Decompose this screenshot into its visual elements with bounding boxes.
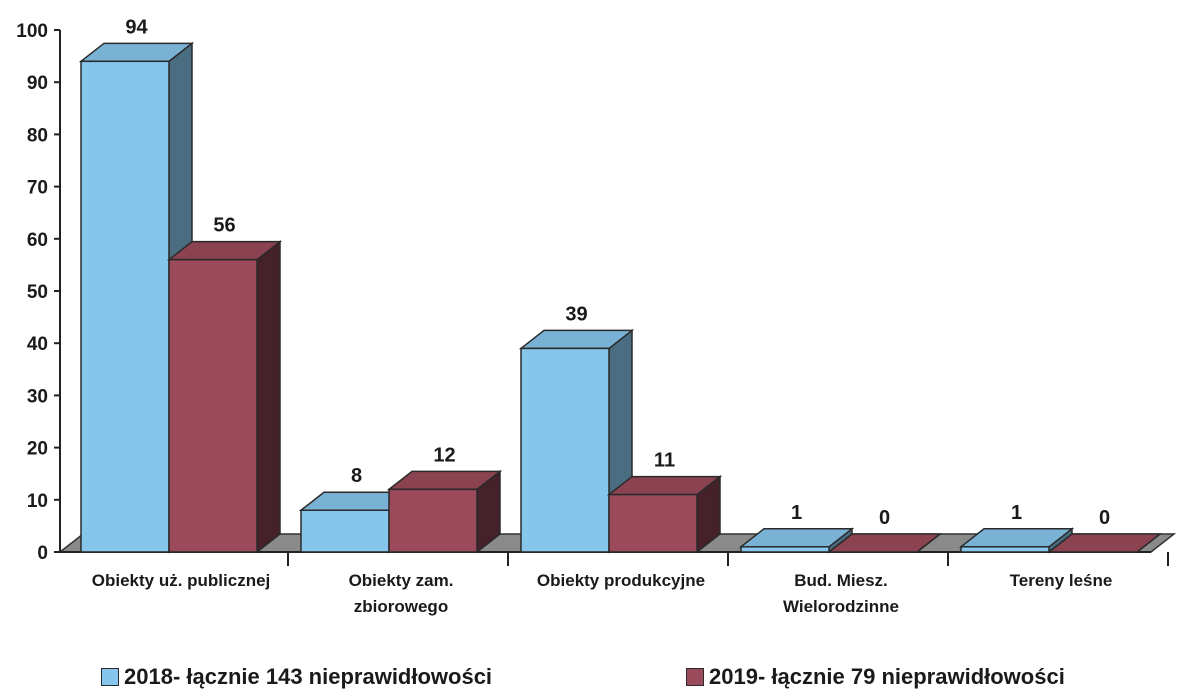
y-tick-label: 20 bbox=[27, 439, 48, 460]
bar-2019-3 bbox=[826, 533, 943, 553]
bar-2019-0 bbox=[166, 240, 283, 554]
y-tick-label: 100 bbox=[16, 21, 48, 42]
x-tick-label: Obiekty zam. bbox=[349, 571, 454, 590]
bar-top bbox=[1046, 533, 1163, 553]
y-tick-label: 50 bbox=[27, 282, 48, 303]
bars bbox=[78, 41, 1163, 554]
data-label: 8 bbox=[351, 465, 362, 487]
bar-2019-1 bbox=[386, 469, 503, 554]
bar-top bbox=[826, 533, 943, 553]
x-tick-label: Wielorodzinne bbox=[783, 597, 899, 616]
data-label: 11 bbox=[654, 450, 675, 472]
data-label: 56 bbox=[213, 215, 235, 237]
bar-front bbox=[300, 509, 390, 553]
data-label: 12 bbox=[433, 444, 455, 466]
data-label: 94 bbox=[125, 16, 148, 38]
y-tick-label: 10 bbox=[27, 491, 48, 512]
bar-2019-4 bbox=[1046, 533, 1163, 553]
legend-label-2019: 2019- łącznie 79 nieprawidłowości bbox=[709, 664, 1065, 689]
x-tick-label: zbiorowego bbox=[354, 597, 448, 616]
y-tick-label: 30 bbox=[27, 386, 48, 407]
y-tick-label: 70 bbox=[27, 178, 48, 199]
legend-swatch-2019 bbox=[686, 668, 704, 686]
y-tick-label: 60 bbox=[27, 230, 48, 251]
legend-swatch-2018 bbox=[101, 668, 119, 686]
bar-front bbox=[168, 258, 258, 553]
data-label: 39 bbox=[565, 303, 587, 325]
legend-item-2018: 2018- łącznie 143 nieprawidłowości bbox=[101, 664, 492, 690]
bar-2019-2 bbox=[606, 475, 723, 554]
legend-item-2019: 2019- łącznie 79 nieprawidłowości bbox=[686, 664, 1065, 690]
bar-front bbox=[608, 493, 698, 553]
data-label: 1 bbox=[1011, 502, 1022, 524]
bar-front bbox=[740, 546, 830, 553]
bar-side bbox=[256, 240, 281, 554]
y-tick-label: 40 bbox=[27, 334, 48, 355]
data-label: 0 bbox=[1099, 507, 1110, 529]
data-label: 1 bbox=[791, 502, 802, 524]
bar-2018-4 bbox=[958, 527, 1075, 554]
y-tick-label: 90 bbox=[27, 73, 48, 94]
data-label: 0 bbox=[879, 507, 890, 529]
bar-front bbox=[388, 488, 478, 553]
bar-2018-3 bbox=[738, 527, 855, 554]
bar-front bbox=[520, 347, 610, 553]
legend-label-2018: 2018- łącznie 143 nieprawidłowości bbox=[124, 664, 493, 689]
bar-front bbox=[960, 546, 1050, 553]
bar-front bbox=[80, 60, 170, 553]
y-tick-label: 0 bbox=[37, 543, 48, 564]
x-tick-label: Tereny leśne bbox=[1010, 571, 1113, 590]
y-tick-label: 80 bbox=[27, 125, 48, 146]
x-tick-label: Obiekty uż. publicznej bbox=[92, 571, 271, 590]
x-tick-label: Bud. Miesz. bbox=[794, 571, 888, 590]
x-tick-label: Obiekty produkcyjne bbox=[537, 571, 705, 590]
labels: Obiekty uż. publicznej Obiekty zam. zbioro… bbox=[92, 16, 1113, 616]
